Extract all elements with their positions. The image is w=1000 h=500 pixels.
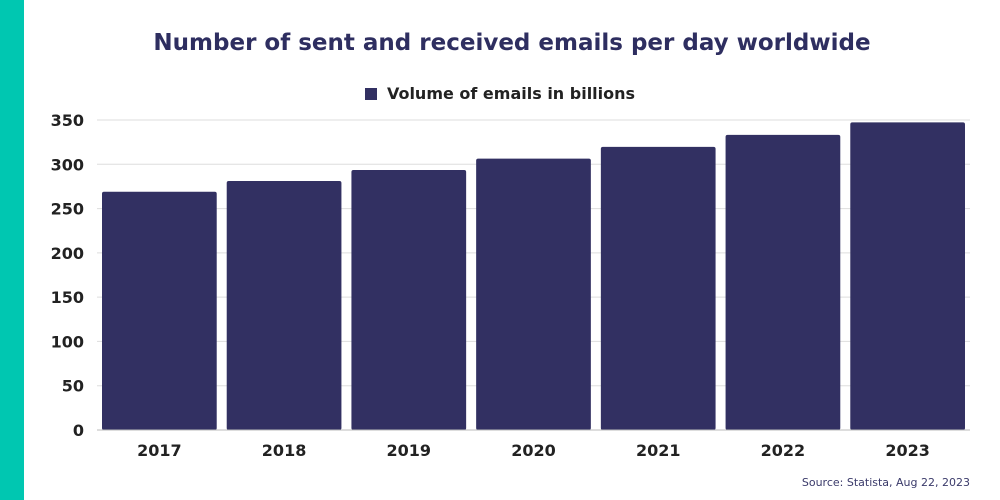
bar-2021 [600,146,716,430]
x-tick-label: 2019 [387,441,432,460]
bar-2023 [850,122,965,431]
y-tick-label: 300 [51,155,84,174]
y-tick-label: 350 [51,111,84,130]
source-note: Source: Statista, Aug 22, 2023 [801,476,970,489]
legend-swatch [364,88,377,100]
bar-2018 [226,181,342,430]
y-tick-label: 250 [51,200,84,219]
x-tick-label: 2020 [511,441,556,460]
bar-2017 [102,191,217,430]
chart-title: Number of sent and received emails per d… [153,30,871,56]
y-tick-label: 150 [51,288,84,307]
bar-2022 [725,134,841,430]
y-tick-label: 0 [73,421,84,440]
x-tick-label: 2021 [636,441,681,460]
legend-label: Volume of emails in billions [386,84,636,103]
bar-2020 [476,158,591,431]
x-tick-label: 2022 [761,441,806,460]
y-tick-label: 50 [62,377,84,396]
bar-2019 [351,169,467,430]
legend: Volume of emails in billions [0,84,1000,103]
x-tick-label: 2023 [885,441,930,460]
y-tick-label: 200 [51,244,84,263]
x-tick-label: 2017 [137,441,182,460]
x-tick-label: 2018 [262,441,307,460]
accent-stripe [0,0,24,500]
y-tick-label: 100 [51,332,84,351]
